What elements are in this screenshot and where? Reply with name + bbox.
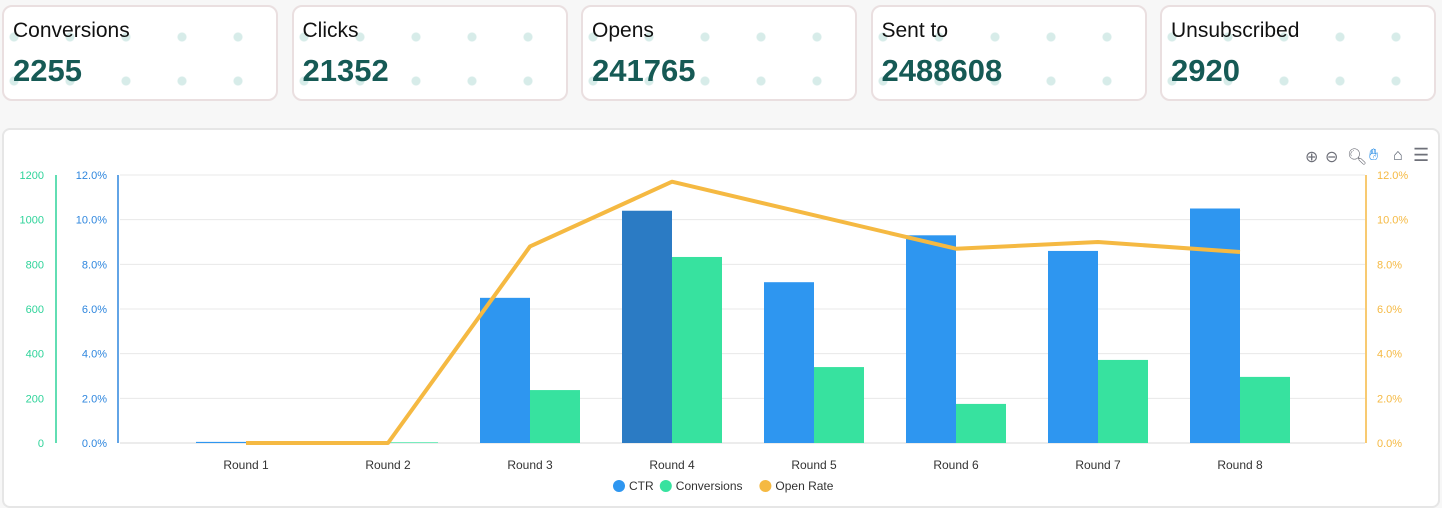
left-percent-tick: 6.0% <box>82 304 107 316</box>
right-percent-tick: 4.0% <box>1377 349 1402 361</box>
left-percent-tick: 10.0% <box>76 215 107 227</box>
left-count-tick: 1200 <box>20 170 44 182</box>
ctr-bar <box>196 442 246 443</box>
ctr-bar <box>906 235 956 443</box>
left-count-tick: 400 <box>26 349 44 361</box>
x-tick-label: Round 7 <box>1075 458 1121 472</box>
ctr-bar <box>764 282 814 443</box>
right-percent-tick: 8.0% <box>1377 259 1402 271</box>
legend-label: Conversions <box>676 479 743 493</box>
left-count-tick: 600 <box>26 304 44 316</box>
x-tick-label: Round 1 <box>223 458 269 472</box>
left-percent-tick: 2.0% <box>82 393 107 405</box>
left-percent-tick: 4.0% <box>82 349 107 361</box>
left-count-tick: 1000 <box>20 215 44 227</box>
conversions-bar <box>672 257 722 443</box>
ctr-bar <box>1048 251 1098 443</box>
left-count-tick: 200 <box>26 393 44 405</box>
x-tick-label: Round 4 <box>649 458 695 472</box>
x-tick-label: Round 8 <box>1217 458 1263 472</box>
left-percent-tick: 8.0% <box>82 259 107 271</box>
legend-marker <box>613 480 625 492</box>
right-percent-tick: 10.0% <box>1377 215 1408 227</box>
right-percent-tick: 0.0% <box>1377 438 1402 450</box>
x-tick-label: Round 6 <box>933 458 979 472</box>
right-percent-tick: 6.0% <box>1377 304 1402 316</box>
x-tick-label: Round 5 <box>791 458 837 472</box>
ctr-bar <box>622 211 672 443</box>
conversions-bar <box>388 442 438 443</box>
left-percent-tick: 12.0% <box>76 170 107 182</box>
right-percent-tick: 2.0% <box>1377 393 1402 405</box>
legend-marker <box>759 480 771 492</box>
ctr-bar <box>480 298 530 443</box>
x-tick-label: Round 3 <box>507 458 553 472</box>
left-count-tick: 0 <box>38 438 44 450</box>
legend-label: CTR <box>629 479 654 493</box>
ctr-bar <box>1190 209 1240 444</box>
conversions-bar <box>1240 377 1290 443</box>
right-percent-tick: 12.0% <box>1377 170 1408 182</box>
x-tick-label: Round 2 <box>365 458 411 472</box>
left-percent-tick: 0.0% <box>82 438 107 450</box>
conversions-bar <box>530 390 580 443</box>
conversions-bar <box>814 367 864 443</box>
legend-label: Open Rate <box>775 479 833 493</box>
legend-marker <box>660 480 672 492</box>
left-count-tick: 800 <box>26 259 44 271</box>
conversions-bar <box>956 404 1006 443</box>
conversions-bar <box>1098 360 1148 443</box>
